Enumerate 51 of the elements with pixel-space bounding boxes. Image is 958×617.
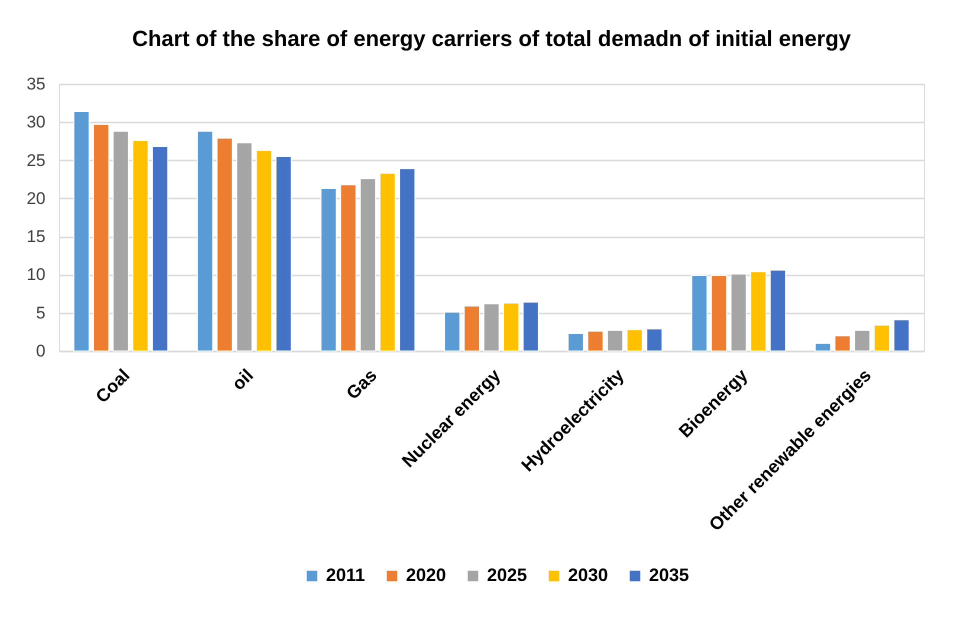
bar xyxy=(691,274,708,352)
x-tick-label: oil xyxy=(228,365,258,394)
bar xyxy=(236,142,253,352)
bar xyxy=(256,150,272,352)
y-tick-label: 25 xyxy=(26,150,46,170)
legend-label: 2030 xyxy=(568,565,608,585)
legend-label: 2011 xyxy=(326,565,366,585)
bar xyxy=(814,342,832,352)
bar xyxy=(750,271,766,352)
bar xyxy=(464,305,480,352)
bar xyxy=(606,330,624,352)
bar xyxy=(730,273,747,352)
bar xyxy=(196,130,214,352)
bar xyxy=(399,168,416,352)
bar xyxy=(770,270,786,352)
bar xyxy=(444,312,460,352)
chart-title: Chart of the share of energy carriers of total demadn of initial energy xyxy=(132,26,852,51)
bar xyxy=(360,178,376,352)
bar xyxy=(587,330,604,352)
legend-label: 2020 xyxy=(406,565,446,585)
bar xyxy=(502,302,520,352)
y-tick-label: 30 xyxy=(26,112,46,132)
bar xyxy=(874,324,890,352)
y-tick-label: 15 xyxy=(26,227,46,246)
y-tick-label: 20 xyxy=(26,188,46,208)
bar xyxy=(710,274,728,352)
bar xyxy=(112,130,129,352)
x-tick-label: Gas xyxy=(342,365,381,404)
bar xyxy=(483,303,500,352)
bar xyxy=(340,184,356,352)
bar xyxy=(379,172,396,352)
bar xyxy=(646,328,663,352)
y-tick-label: 35 xyxy=(26,74,46,94)
bar xyxy=(626,329,643,352)
bar xyxy=(92,124,110,352)
y-tick-label: 5 xyxy=(36,303,46,322)
y-tick-label: 10 xyxy=(26,265,46,284)
bar xyxy=(216,138,233,352)
bar xyxy=(73,110,90,352)
legend-label: 2035 xyxy=(649,565,690,585)
bar xyxy=(132,140,149,352)
bar xyxy=(568,332,584,352)
bar xyxy=(893,319,910,352)
bar xyxy=(152,146,168,352)
bar xyxy=(320,188,337,352)
bar xyxy=(854,330,870,352)
bar xyxy=(522,302,539,352)
y-tick-label: 0 xyxy=(36,342,46,360)
bar xyxy=(834,335,851,352)
bar xyxy=(275,156,292,352)
legend-label: 2025 xyxy=(487,565,528,585)
